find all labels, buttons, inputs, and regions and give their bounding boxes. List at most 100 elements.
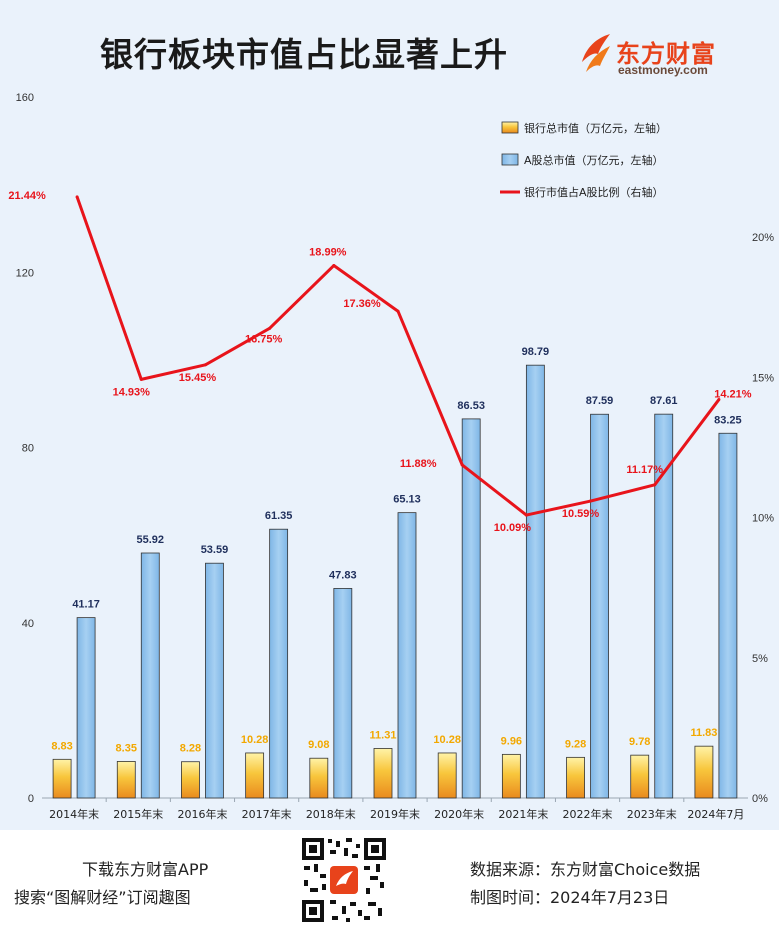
- left-axis-tick-label: 120: [16, 267, 34, 279]
- data-label-bank: 11.31: [370, 729, 397, 741]
- bar-ashare-market-cap: [333, 588, 353, 799]
- line-point: [139, 377, 143, 381]
- line-point: [268, 326, 272, 330]
- left-axis-tick-label: 80: [22, 443, 34, 455]
- bar-bank-market-cap: [181, 761, 200, 799]
- right-axis-tick-label: 15%: [752, 372, 774, 384]
- x-axis-tick-label: 2018年末: [306, 807, 356, 821]
- bar-ashare-market-cap: [76, 617, 96, 799]
- bar-bank-market-cap: [566, 756, 585, 799]
- left-axis-tick-label: 0: [28, 793, 34, 805]
- data-label-ashare: 55.92: [137, 534, 165, 546]
- data-label-ratio: 21.44%: [8, 190, 46, 202]
- left-axis-tick-label: 160: [16, 92, 34, 104]
- legend-swatch-ashare: [501, 153, 519, 166]
- data-label-ratio: 15.45%: [179, 372, 217, 384]
- chart-area: 0 40 80 120 160 0% 5% 10% 15% 20% 2014年末 2015年末 2016…: [8, 92, 774, 821]
- bar-bank-market-cap: [437, 752, 457, 799]
- right-axis-tick-label: 20%: [752, 232, 774, 244]
- footer-download-text: 下载东方财富APP: [82, 860, 209, 879]
- data-label-ratio: 18.99%: [309, 247, 347, 259]
- data-label-ashare: 53.59: [201, 544, 229, 556]
- data-label-ashare: 47.83: [329, 569, 357, 581]
- data-label-bank: 9.08: [308, 739, 329, 751]
- data-label-bank: 10.28: [241, 734, 269, 746]
- x-axis-tick-label: 2020年末: [434, 807, 484, 821]
- data-label-bank: 9.78: [629, 736, 650, 748]
- data-label-ashare: 87.59: [586, 395, 614, 407]
- data-label-ashare: 41.17: [72, 599, 100, 611]
- footer: 下载东方财富APP 搜索“图解财经”订阅趣图 数据来源：东方财富Choice数据…: [0, 830, 779, 933]
- legend-swatch-bank: [501, 121, 519, 134]
- line-point: [332, 264, 336, 268]
- left-axis-tick-label: 40: [22, 618, 34, 630]
- line-point: [653, 483, 657, 487]
- right-axis-tick-label: 0%: [752, 793, 768, 805]
- data-label-ratio: 17.36%: [343, 298, 381, 310]
- bar-bank-market-cap: [245, 752, 265, 799]
- data-label-ashare: 86.53: [457, 400, 485, 412]
- footer-search-text: 搜索“图解财经”订阅趣图: [14, 888, 191, 907]
- legend-label: A股总市值（万亿元，左轴）: [524, 153, 664, 167]
- data-label-bank: 11.83: [690, 727, 717, 739]
- bar-bank-market-cap: [116, 761, 136, 799]
- bar-bank-market-cap: [694, 745, 714, 799]
- data-label-ashare: 98.79: [522, 346, 550, 358]
- footer-chart-date: 制图时间：2024年7月23日: [470, 888, 670, 907]
- data-label-bank: 8.28: [180, 743, 201, 755]
- bar-bank-market-cap: [373, 748, 393, 799]
- x-axis-tick-label: 2014年末: [49, 807, 99, 821]
- data-label-ashare: 87.61: [650, 395, 678, 407]
- bar-bank-market-cap: [309, 757, 329, 799]
- data-label-bank: 10.28: [433, 734, 461, 746]
- line-point: [396, 309, 400, 313]
- x-axis-tick-label: 2022年末: [563, 807, 613, 821]
- data-label-ratio: 14.21%: [714, 389, 752, 401]
- right-axis-tick-label: 5%: [752, 653, 768, 665]
- bar-ashare-market-cap: [654, 413, 674, 799]
- data-label-ratio: 11.88%: [400, 458, 437, 470]
- data-label-ratio: 14.93%: [113, 386, 151, 398]
- legend-label: 银行总市值（万亿元，左轴）: [524, 121, 667, 135]
- bar-ashare-market-cap: [590, 413, 609, 799]
- x-axis-tick-label: 2024年7月: [687, 807, 744, 821]
- header: 银行板块市值占比显著上升 东方财富 eastmoney.com: [0, 0, 779, 90]
- brand-url: eastmoney.com: [618, 63, 708, 77]
- data-label-ratio: 11.17%: [626, 464, 663, 476]
- data-label-ashare: 83.25: [714, 414, 742, 426]
- line-bank-ratio: [75, 196, 721, 517]
- bar-bank-market-cap: [52, 758, 72, 799]
- line-point: [203, 363, 207, 367]
- bar-ashare-market-cap: [269, 528, 289, 799]
- right-axis-tick-label: 10%: [752, 513, 774, 525]
- bar-ashare-market-cap: [140, 552, 160, 799]
- data-label-ratio: 10.59%: [562, 508, 600, 520]
- line-point: [75, 195, 79, 199]
- data-label-ratio: 10.09%: [494, 522, 532, 534]
- x-axis-tick-label: 2021年末: [498, 807, 548, 821]
- data-label-ashare: 61.35: [265, 510, 293, 522]
- footer-data-source: 数据来源：东方财富Choice数据: [470, 860, 701, 879]
- line-point: [460, 463, 464, 467]
- x-axis-tick-label: 2015年末: [113, 807, 163, 821]
- qr-code-icon[interactable]: [300, 836, 388, 924]
- data-label-ratio: 16.75%: [245, 333, 283, 345]
- x-axis-tick-label: 2019年末: [370, 807, 420, 821]
- brand-name: 东方财富: [616, 40, 716, 68]
- x-axis-tick-label: 2016年末: [177, 807, 227, 821]
- line-point: [524, 513, 528, 517]
- bar-ashare-market-cap: [397, 512, 417, 799]
- data-label-ashare: 65.13: [393, 494, 421, 506]
- chart-title: 银行板块市值占比显著上升: [100, 35, 508, 74]
- bar-ashare-market-cap: [718, 432, 738, 799]
- bar-ashare-market-cap: [205, 562, 224, 799]
- brand: 东方财富 eastmoney.com: [578, 32, 758, 82]
- data-label-bank: 8.35: [116, 742, 137, 754]
- legend-label: 银行市值占A股比例（右轴）: [524, 185, 664, 199]
- bar-bank-market-cap: [630, 754, 650, 799]
- bar-ashare-market-cap: [525, 364, 545, 799]
- eastmoney-logo-icon: [582, 34, 610, 72]
- line-point: [589, 499, 593, 503]
- data-label-bank: 9.28: [565, 738, 586, 750]
- data-label-bank: 8.83: [51, 740, 72, 752]
